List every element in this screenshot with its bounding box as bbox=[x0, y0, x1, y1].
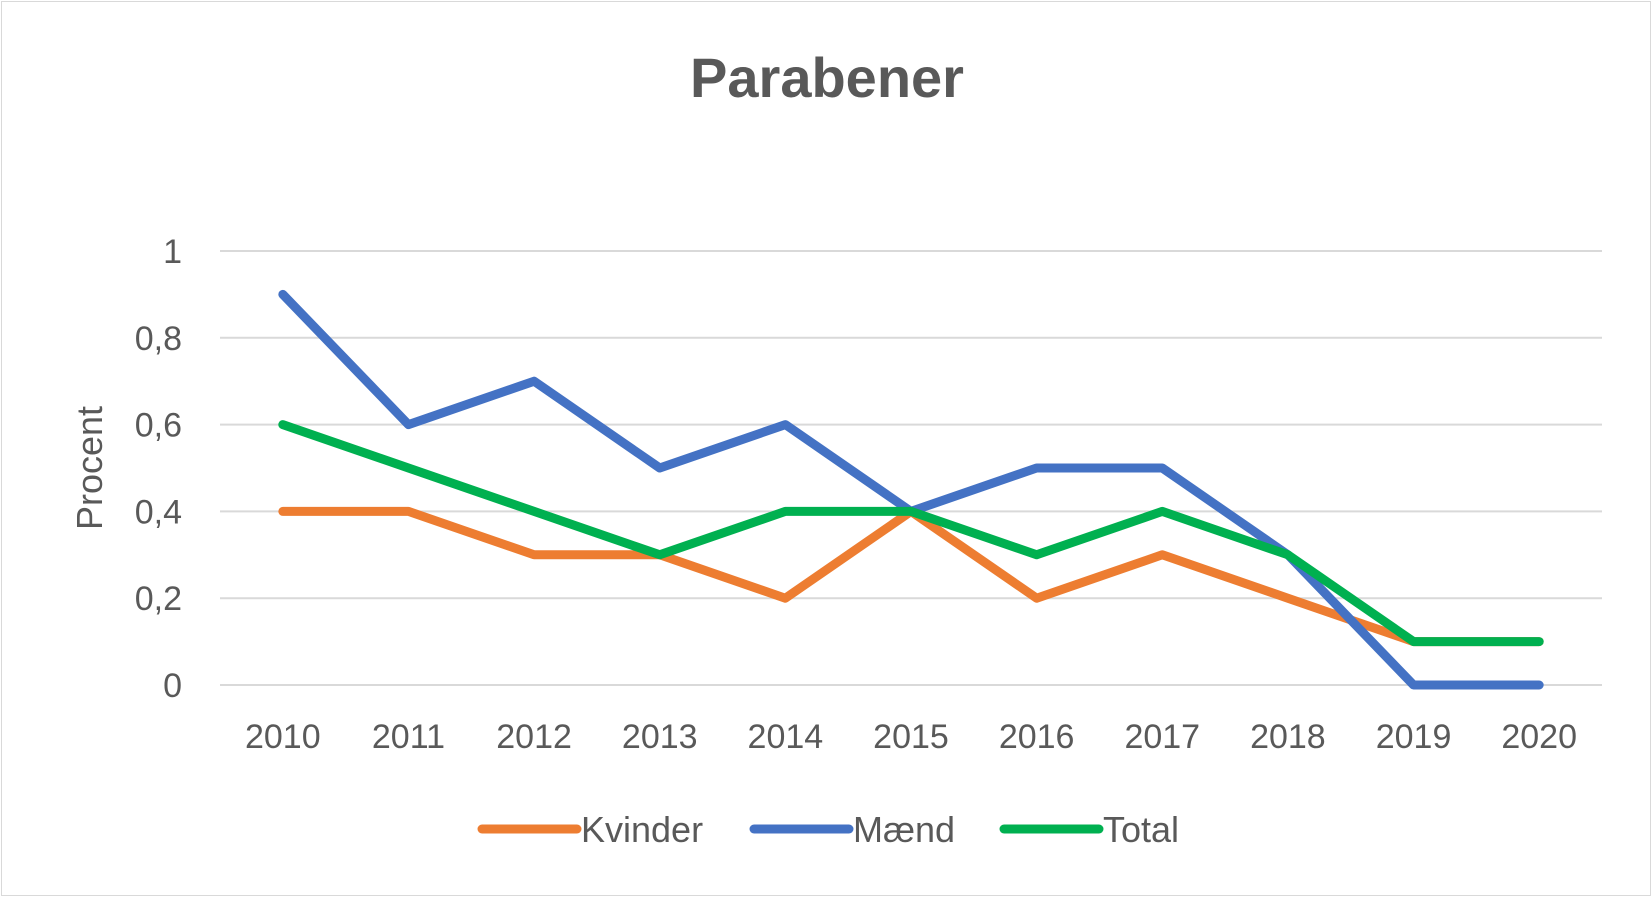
y-axis-label: Procent bbox=[69, 406, 110, 530]
y-tick-label: 1 bbox=[163, 233, 182, 271]
x-tick-label: 2014 bbox=[748, 718, 824, 756]
x-tick-label: 2011 bbox=[372, 718, 445, 756]
x-tick-label: 2013 bbox=[622, 718, 698, 756]
chart-title: Parabener bbox=[690, 46, 964, 109]
x-tick-label: 2020 bbox=[1501, 718, 1577, 756]
y-tick-label: 0,6 bbox=[135, 407, 182, 445]
x-tick-label: 2017 bbox=[1124, 718, 1200, 756]
legend-label: Kvinder bbox=[581, 809, 703, 850]
x-tick-label: 2012 bbox=[496, 718, 572, 756]
x-tick-label: 2018 bbox=[1250, 718, 1326, 756]
gridlines bbox=[220, 250, 1602, 686]
x-tick-label: 2019 bbox=[1376, 718, 1452, 756]
legend-label: Mænd bbox=[853, 809, 955, 850]
y-tick-label: 0,4 bbox=[135, 493, 182, 531]
x-tick-label: 2010 bbox=[245, 718, 321, 756]
x-tick-label: 2016 bbox=[999, 718, 1075, 756]
y-tick-label: 0,2 bbox=[135, 580, 182, 618]
x-axis-ticks: 2010 2011 2012 2013 2014 2015 2016 2017 2018 2019… bbox=[245, 718, 1577, 756]
series-lines bbox=[278, 289, 1544, 690]
y-tick-label: 0 bbox=[163, 667, 182, 705]
y-axis-ticks: 0 0,2 0,4 0,6 0,8 1 bbox=[135, 233, 182, 705]
legend-label: Total bbox=[1103, 809, 1179, 850]
x-tick-label: 2015 bbox=[873, 718, 949, 756]
legend: Kvinder Mænd Total bbox=[477, 809, 1179, 850]
y-tick-label: 0,8 bbox=[135, 320, 182, 358]
